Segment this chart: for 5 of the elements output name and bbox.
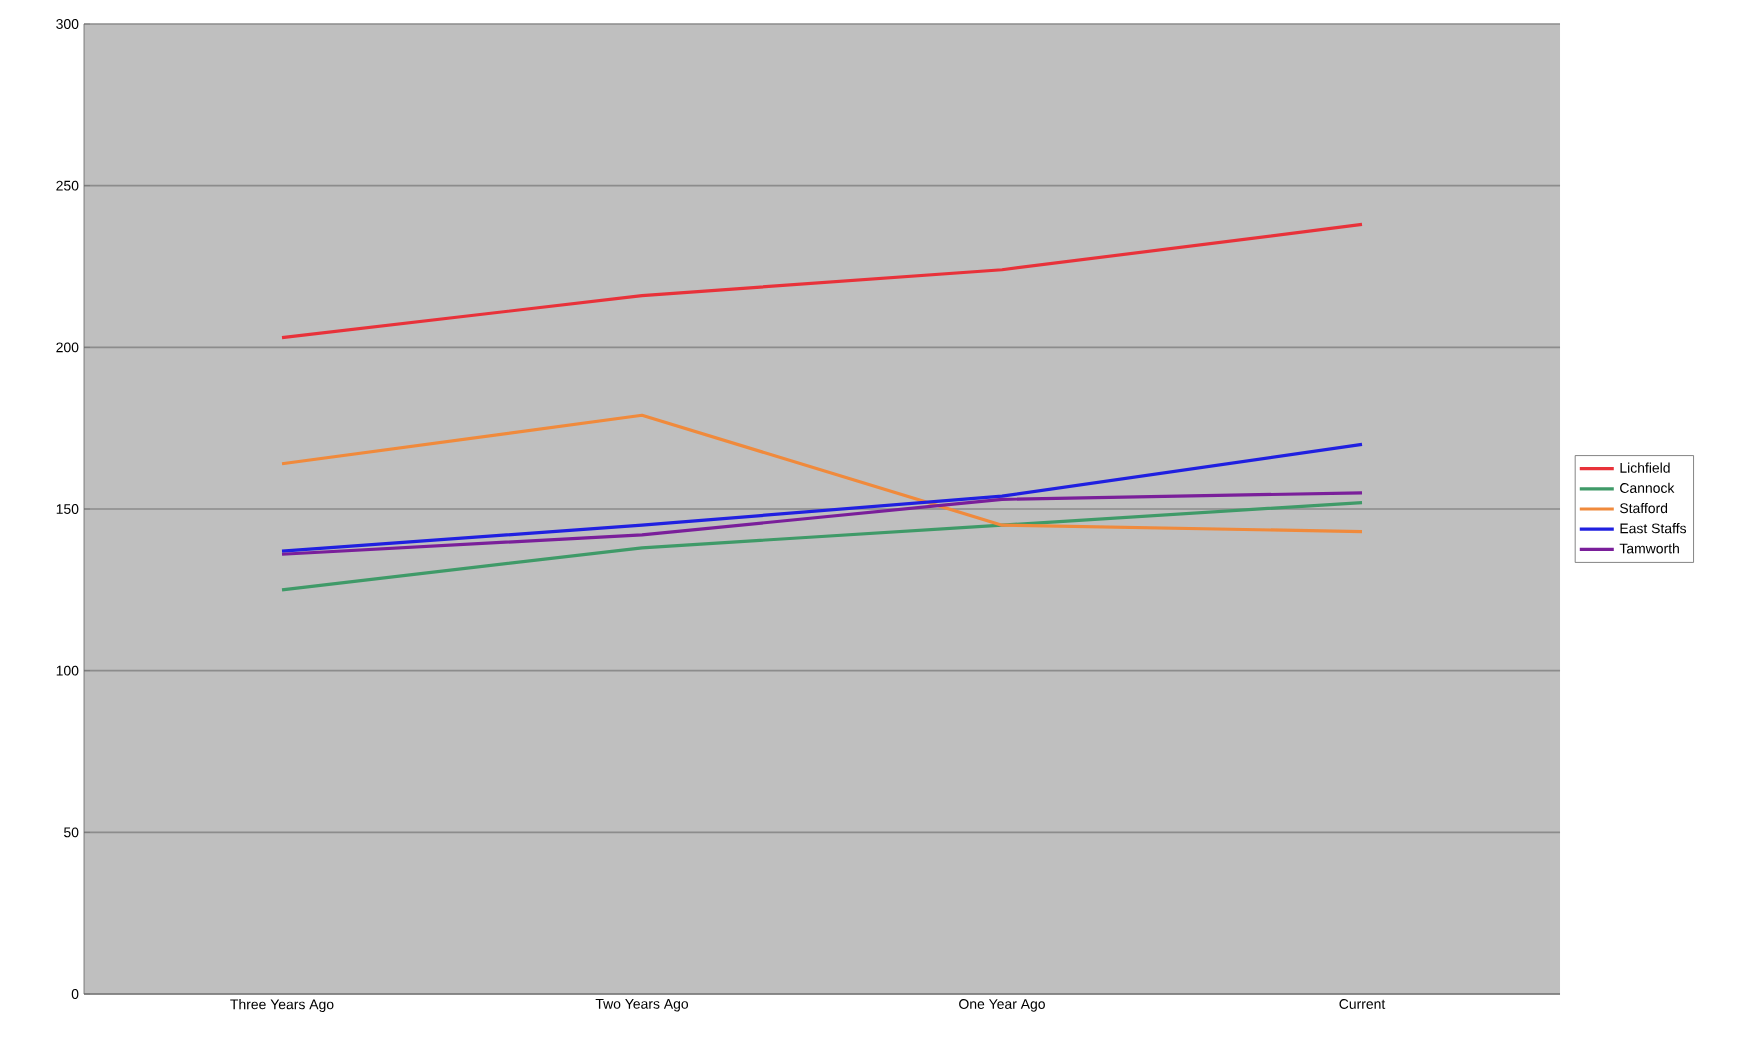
line-series — [280, 413, 1364, 534]
line-series — [280, 500, 1364, 592]
line-series — [280, 491, 1364, 556]
line-series — [280, 222, 1364, 340]
line-series — [280, 442, 1364, 553]
